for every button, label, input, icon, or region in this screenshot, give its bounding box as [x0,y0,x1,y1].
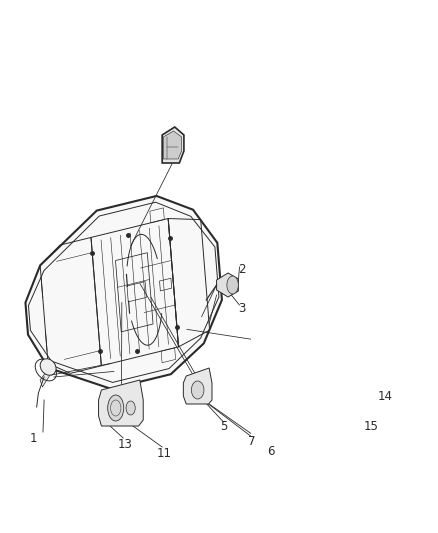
Ellipse shape [40,359,56,375]
Ellipse shape [126,401,135,415]
Text: 7: 7 [247,435,255,448]
Polygon shape [216,273,238,297]
Polygon shape [162,127,184,163]
Ellipse shape [356,341,364,369]
Ellipse shape [108,395,124,421]
Text: 13: 13 [117,438,132,451]
Text: 6: 6 [267,445,275,458]
Text: 15: 15 [364,420,379,433]
Text: 3: 3 [238,302,245,315]
Text: 9: 9 [175,148,182,161]
Polygon shape [25,196,222,389]
Ellipse shape [227,276,238,294]
Text: 5: 5 [221,420,228,433]
Ellipse shape [353,335,366,375]
Text: 2: 2 [238,263,245,276]
Polygon shape [184,368,212,404]
Text: 1: 1 [30,432,37,445]
Polygon shape [40,363,54,387]
Text: 11: 11 [156,447,171,460]
Ellipse shape [191,381,204,399]
Polygon shape [163,131,182,159]
Text: 14: 14 [378,390,393,403]
Polygon shape [99,380,143,426]
